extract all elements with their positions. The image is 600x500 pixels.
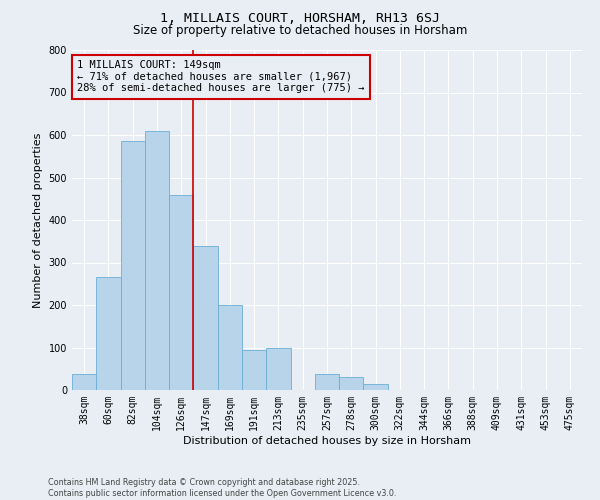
- Bar: [364, 384, 388, 390]
- Bar: [242, 350, 266, 390]
- Text: Contains HM Land Registry data © Crown copyright and database right 2025.
Contai: Contains HM Land Registry data © Crown c…: [48, 478, 397, 498]
- Text: 1, MILLAIS COURT, HORSHAM, RH13 6SJ: 1, MILLAIS COURT, HORSHAM, RH13 6SJ: [160, 12, 440, 26]
- Bar: [169, 194, 193, 390]
- Bar: [218, 305, 242, 390]
- Y-axis label: Number of detached properties: Number of detached properties: [33, 132, 43, 308]
- Bar: [145, 130, 169, 390]
- X-axis label: Distribution of detached houses by size in Horsham: Distribution of detached houses by size …: [183, 436, 471, 446]
- Text: 1 MILLAIS COURT: 149sqm
← 71% of detached houses are smaller (1,967)
28% of semi: 1 MILLAIS COURT: 149sqm ← 71% of detache…: [77, 60, 365, 94]
- Bar: [72, 374, 96, 390]
- Bar: [193, 246, 218, 390]
- Bar: [96, 278, 121, 390]
- Bar: [339, 378, 364, 390]
- Bar: [266, 348, 290, 390]
- Bar: [315, 374, 339, 390]
- Bar: [121, 142, 145, 390]
- Text: Size of property relative to detached houses in Horsham: Size of property relative to detached ho…: [133, 24, 467, 37]
